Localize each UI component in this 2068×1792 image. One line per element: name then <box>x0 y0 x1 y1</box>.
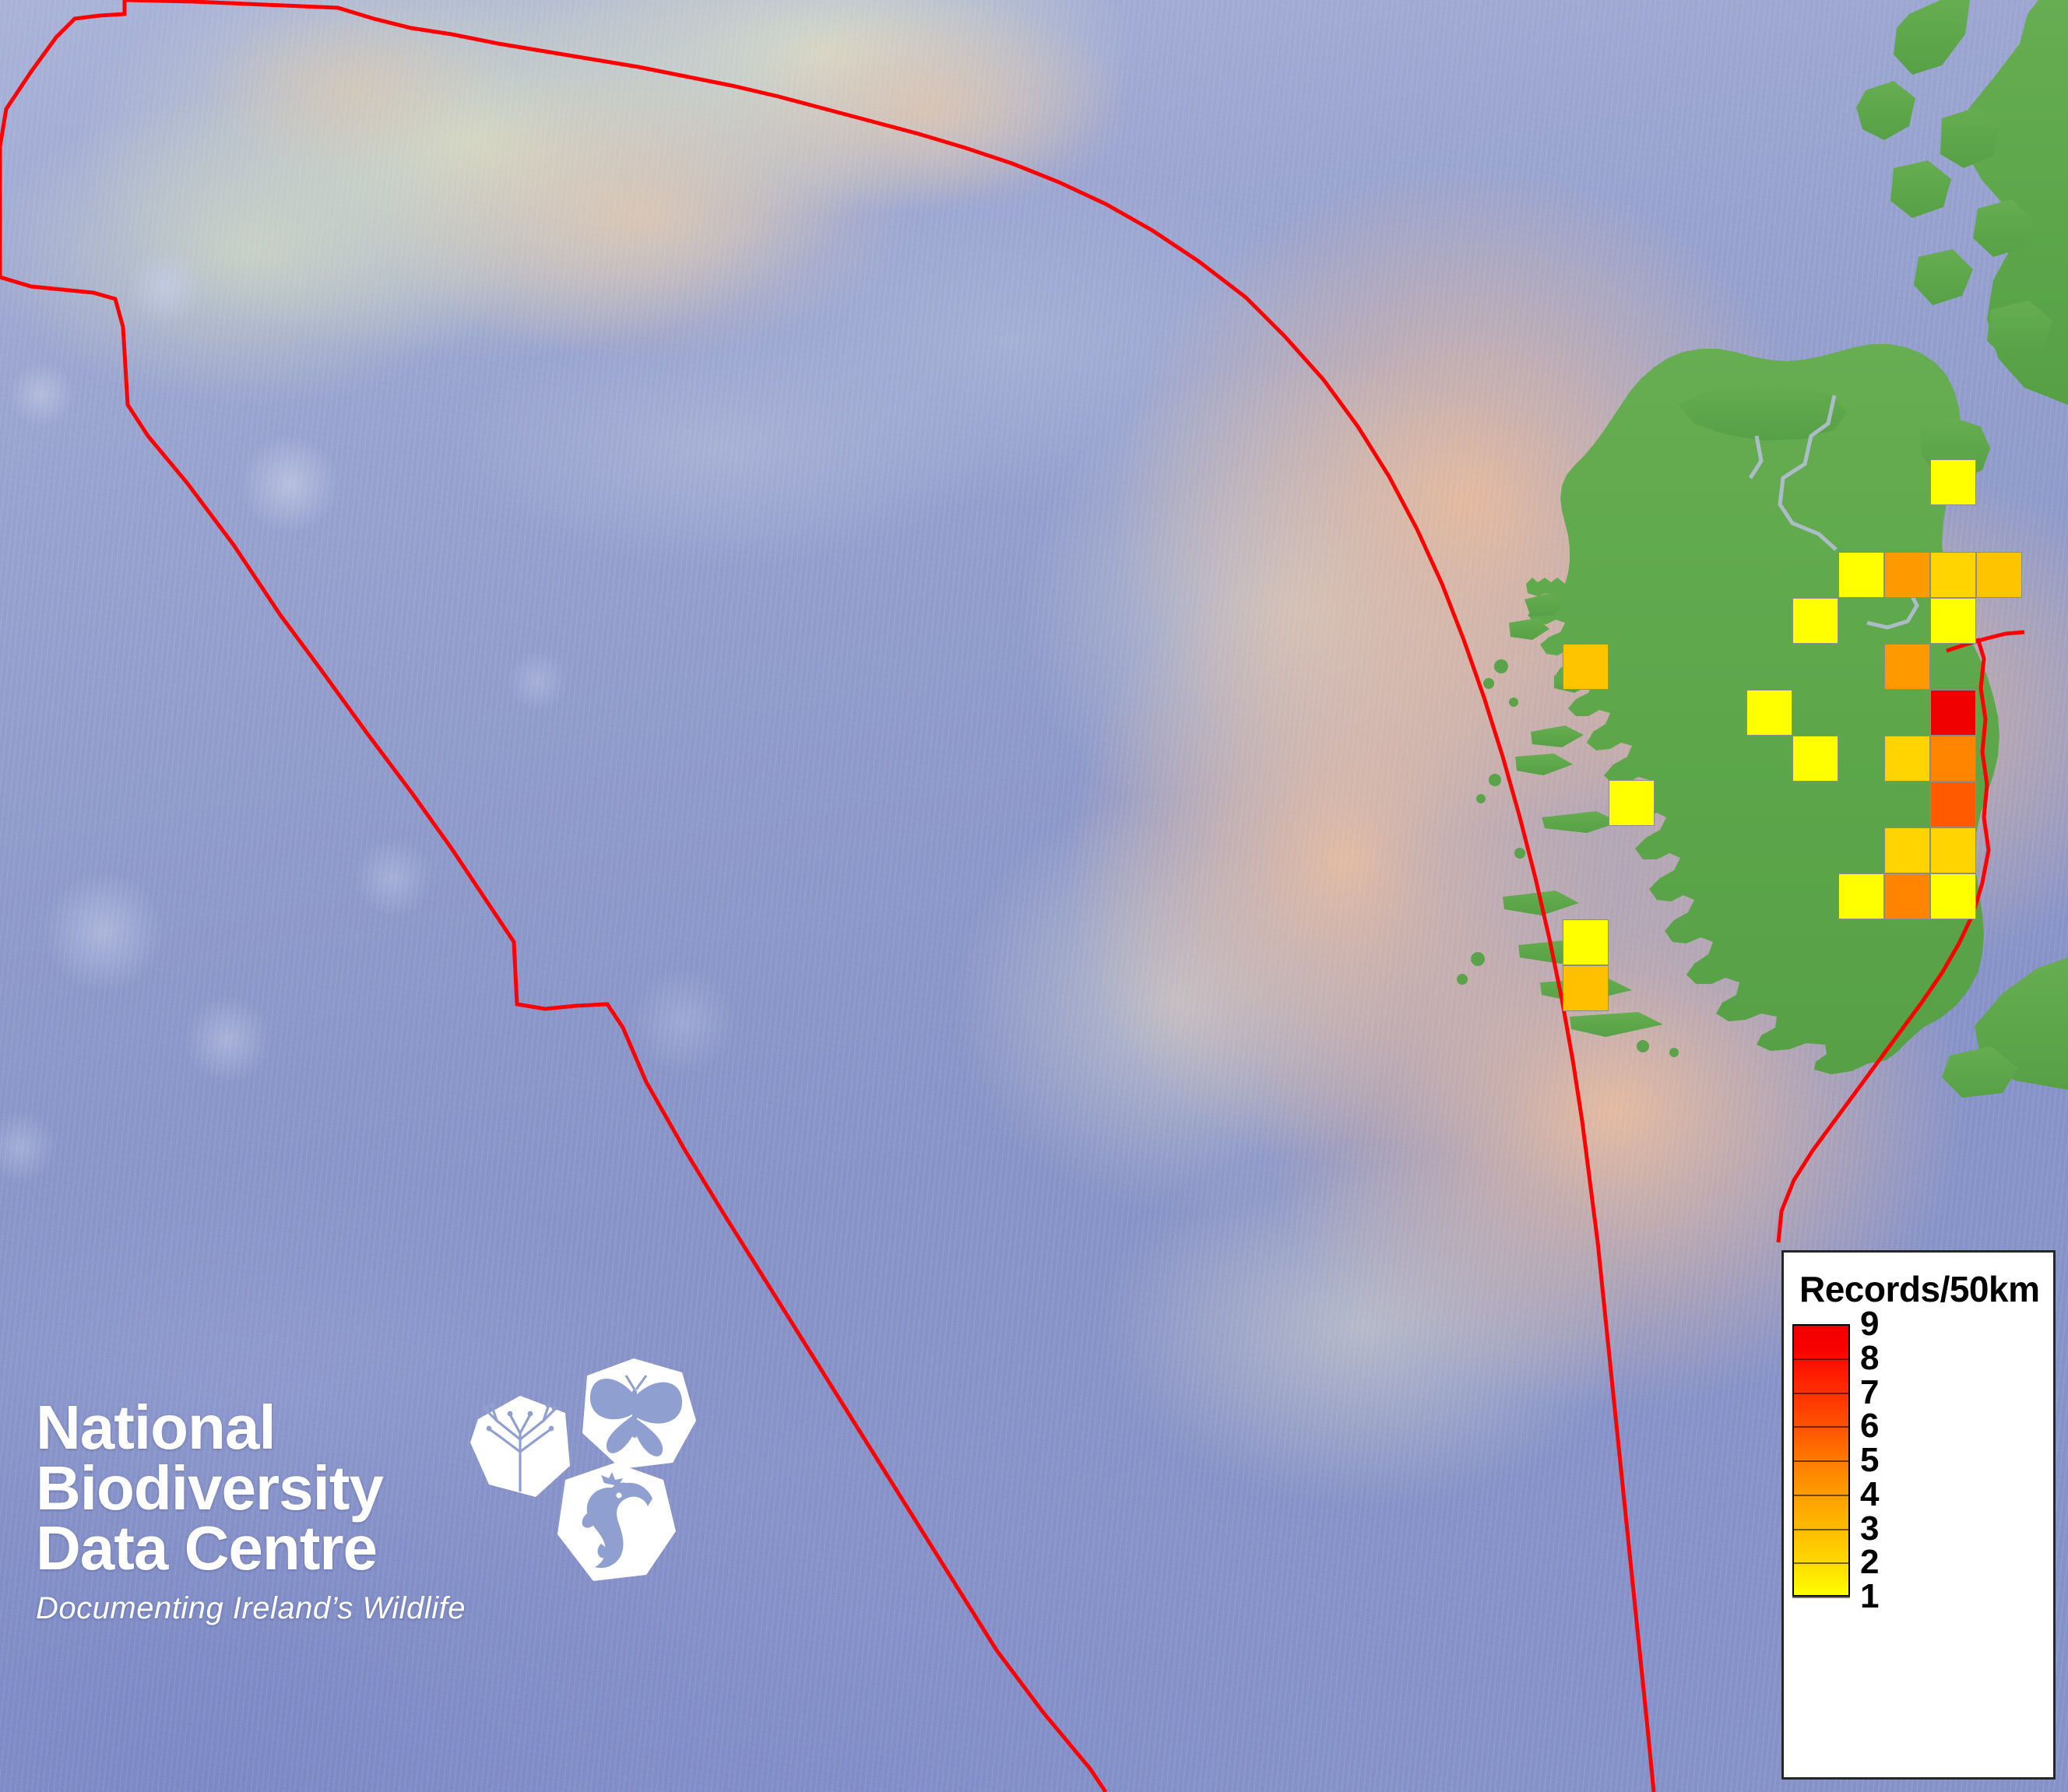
cell-n3 <box>1930 552 1976 598</box>
cell-north-antrim <box>1930 459 1976 505</box>
britain-landmass <box>1856 0 2068 1098</box>
legend-tick-mark <box>1792 1358 1850 1360</box>
cell-kerry-south <box>1563 965 1609 1011</box>
cell-n4 <box>1976 552 2022 598</box>
butterfly-hexagon-icon <box>582 1358 696 1469</box>
legend-tick-label-4: 4 <box>1860 1474 1880 1513</box>
cell-m2 <box>1930 598 1976 644</box>
cell-carlow <box>1884 827 1930 873</box>
logo-line-3: Data Centre <box>36 1513 378 1583</box>
legend-tick-mark <box>1792 1392 1850 1394</box>
cell-wexford <box>1930 827 1976 873</box>
legend-tick-label-1: 1 <box>1860 1577 1880 1615</box>
cell-wexford-n <box>1930 782 1976 827</box>
cell-wicklow <box>1930 736 1976 782</box>
logo-tagline: Documenting Ireland’s Wildlife <box>36 1590 466 1625</box>
nbdc-logo-text: National Biodiversity Data Centre Docume… <box>36 1397 466 1626</box>
cell-tipperary <box>1838 873 1884 919</box>
nbdc-logo-marks <box>448 1358 705 1592</box>
cell-dublin <box>1930 690 1976 736</box>
legend-tick-label-3: 3 <box>1860 1509 1880 1548</box>
logo-line-2: Biodiversity <box>36 1453 384 1523</box>
cell-kerry-north <box>1563 919 1609 965</box>
legend-tick-mark <box>1792 1494 1850 1496</box>
cell-dublin-north <box>1884 644 1930 690</box>
cell-midlands-2 <box>1792 736 1838 782</box>
plant-hexagon-icon <box>470 1396 570 1497</box>
cell-kilkenny <box>1884 873 1930 919</box>
legend-tick-mark <box>1792 1528 1850 1530</box>
legend-tick-label-8: 8 <box>1860 1338 1880 1377</box>
logo-line-1: National <box>36 1393 276 1462</box>
legend-tick-label-2: 2 <box>1860 1543 1880 1582</box>
legend-title: Records/50km <box>1799 1269 2040 1309</box>
legend-tick-mark <box>1792 1460 1850 1462</box>
nbdc-logo: National Biodiversity Data Centre Docume… <box>36 1358 705 1763</box>
cell-west-mayo <box>1563 644 1609 690</box>
legend-tick-mark <box>1792 1562 1850 1565</box>
legend-tick-label-9: 9 <box>1860 1305 1880 1343</box>
cell-waterford <box>1930 873 1976 919</box>
cell-n1 <box>1838 552 1884 598</box>
cell-wicklow-w <box>1884 736 1930 782</box>
legend-tick-mark <box>1792 1426 1850 1428</box>
cell-n2 <box>1884 552 1930 598</box>
legend-tick-label-7: 7 <box>1860 1372 1880 1411</box>
legend-tick-label-6: 6 <box>1860 1407 1880 1446</box>
cell-midlands-1 <box>1746 690 1792 736</box>
legend-tick-mark <box>1792 1597 1850 1598</box>
legend-tick-label-5: 5 <box>1860 1441 1880 1479</box>
seahorse-hexagon-icon <box>557 1463 676 1581</box>
cell-m1 <box>1792 598 1838 644</box>
cell-west-clare <box>1609 780 1655 826</box>
